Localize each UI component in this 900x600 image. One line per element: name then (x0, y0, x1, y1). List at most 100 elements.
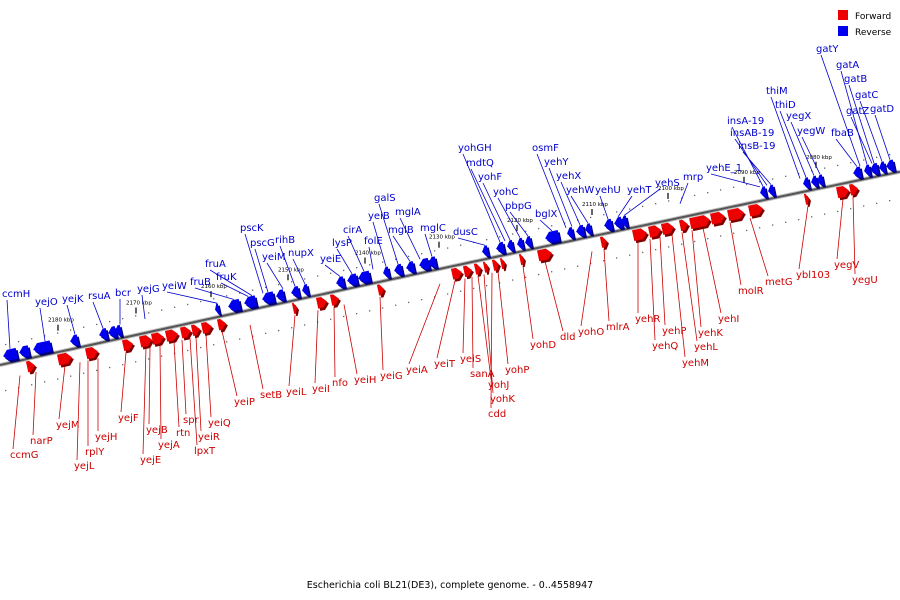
tick-dot (395, 304, 397, 306)
forward-gene-label-spr: spr (183, 415, 200, 426)
tick-dot (525, 230, 527, 232)
tick-dot (642, 205, 644, 208)
gene-arrow-body (394, 263, 404, 276)
gene-arrow-body (84, 347, 98, 360)
tick-dot (57, 378, 59, 380)
tick-dot (616, 257, 618, 259)
tick-dot (356, 267, 358, 269)
gene-arrow-body (291, 285, 301, 298)
reverse-gene-label-gatz: gatZ (846, 106, 869, 117)
gene-arrow-body (803, 193, 809, 205)
leader-line (497, 197, 521, 238)
tick-dot (213, 344, 215, 346)
gene-arrow-body (164, 329, 178, 342)
reverse-gene-label-yeib: yeiB (368, 211, 390, 222)
forward-gene-label-yeia: yeiA (406, 365, 428, 376)
gene-arrow-body (660, 222, 674, 235)
gene-arrow-body (517, 237, 525, 249)
tick-dot (96, 369, 98, 372)
tick-dots (5, 154, 891, 392)
gene-arrow-body (482, 245, 490, 257)
gene-arrow-body (491, 259, 499, 271)
reverse-gene-label-rsua: rsuA (88, 291, 111, 302)
reverse-gene-arrow (394, 263, 406, 278)
reverse-gene-arrow (886, 159, 898, 174)
gene-arrow-body (138, 335, 152, 348)
label-leaders (6, 54, 891, 461)
tick-dot (434, 250, 436, 252)
tick-dot (174, 306, 176, 308)
tick-dot (720, 189, 722, 191)
tick-dot (499, 282, 501, 284)
forward-gene-label-cdd: cdd (488, 409, 506, 420)
tick-label: 2180 kbp (48, 318, 74, 324)
backbone-line (0, 170, 900, 366)
leader-line (482, 182, 511, 241)
leader-line (490, 272, 493, 409)
forward-gene-label-yeil: yeiL (286, 387, 307, 398)
leader-line (679, 182, 689, 204)
leader-line (603, 248, 610, 322)
leader-line (848, 84, 875, 164)
gene-arrow-body (864, 164, 872, 176)
forward-gene-label-yoho: yohO (578, 327, 604, 338)
forward-gene-label-narp: narP (30, 436, 53, 447)
forward-gene-arrow (710, 211, 727, 227)
reverse-gene-label-nupx: nupX (288, 248, 314, 259)
reverse-gene-label-yehw: yehW (566, 185, 594, 196)
tick-dot (577, 265, 579, 267)
reverse-gene-label-thim: thiM (766, 86, 788, 97)
tick-dot (369, 310, 371, 312)
reverse-gene-arrow (576, 224, 588, 239)
forward-gene-label-yejb: yejB (146, 425, 168, 436)
reverse-gene-label-osmf: osmF (532, 143, 559, 154)
forward-gene-arrow (376, 284, 386, 298)
leader-line (205, 334, 212, 418)
tick-label: 2080 kbp (806, 155, 832, 161)
legend-reverse-label: Reverse (855, 28, 892, 38)
tick-dot (551, 271, 553, 273)
leader-line (462, 153, 501, 243)
tick-dot (408, 301, 410, 304)
tick-dot (226, 341, 228, 343)
tick-dot (512, 233, 514, 235)
gene-arrow-body (727, 207, 744, 221)
tick-dot (382, 307, 384, 309)
reverse-gene-label-bglx: bglX (535, 209, 557, 220)
forward-gene-label-dld: dld (560, 332, 575, 343)
tick-dot (655, 203, 657, 205)
gene-arrow-body (3, 347, 19, 361)
forward-gene-arrow (748, 203, 765, 219)
tick-dot (421, 253, 423, 255)
tick-dot (161, 355, 163, 357)
reverse-gene-label-mglc: mglC (420, 223, 446, 234)
gene-arrow-body (710, 211, 725, 225)
leader-line (790, 121, 815, 176)
leader-line (859, 100, 883, 162)
forward-gene-label-mlra: mlrA (606, 322, 630, 333)
reverse-gene-arrow (70, 334, 82, 348)
tick-label: 2150 kbp (278, 267, 304, 273)
forward-gene-arrow (25, 360, 37, 375)
reverse-gene-label-yeim: yeiM (262, 252, 285, 263)
gene-arrow-body (406, 261, 416, 273)
tick-label: 2160 kbp (201, 284, 227, 290)
leader-line (399, 217, 421, 260)
leader-line (166, 291, 218, 304)
tick-dot (330, 318, 332, 320)
reverse-gene-arrow (567, 227, 577, 241)
gene-arrow-body (347, 273, 359, 286)
tick-dot (343, 269, 345, 272)
tick-dot (746, 229, 748, 232)
leader-line (32, 371, 37, 436)
tick-dot (720, 235, 722, 237)
leader-line (623, 188, 661, 216)
forward-gene-arrow (138, 335, 154, 350)
forward-gene-arrow (499, 258, 507, 272)
tick-dot (70, 329, 72, 331)
forward-gene-label-rply: rplY (85, 447, 105, 458)
gene-arrow-body (545, 230, 560, 243)
leader-line (462, 278, 466, 354)
reverse-gene-arrow (482, 245, 492, 259)
reverse-gene-arrow (3, 347, 21, 363)
